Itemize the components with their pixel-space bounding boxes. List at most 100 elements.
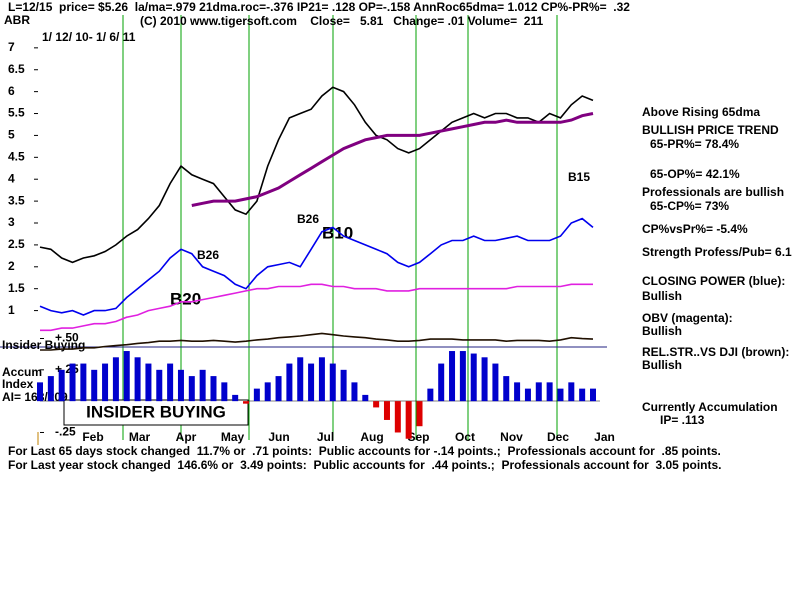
accum-bar (112, 357, 119, 402)
signal-lines (122, 15, 558, 440)
accum-bar (514, 382, 521, 402)
y-tick-label: 4 (8, 171, 15, 185)
accum-bar (308, 363, 315, 402)
x-tick-label: Jul (317, 430, 334, 444)
sidebar-text: 65-PR%= 78.4% (650, 137, 739, 151)
accum-bar (210, 376, 217, 402)
annotation: B15 (568, 170, 590, 184)
date-range: 1/ 12/ 10- 1/ 6/ 11 (42, 30, 136, 44)
y-tick-label: 5 (8, 128, 15, 142)
x-tick-label: Apr (176, 430, 197, 444)
y-tick-label: 6 (8, 84, 15, 98)
sidebar-text: Bullish (642, 324, 682, 338)
accum-bar (492, 363, 499, 402)
accum-bar (297, 357, 304, 402)
sidebar-text: CP%vsPr%= -5.4% (642, 222, 748, 236)
accum-bar (340, 369, 347, 402)
x-tick-label: Oct (455, 430, 475, 444)
y-tick-label: 2.5 (8, 237, 25, 251)
annotation: B20 (170, 289, 201, 308)
y-tick-label: 3 (8, 215, 15, 229)
accum-bar (134, 357, 141, 402)
y-tick-label: 5.5 (8, 106, 25, 120)
panel-title: AI= 168/209 (2, 390, 68, 404)
y-axis-label: ABR (4, 13, 30, 27)
y-tick-label: 3.5 (8, 193, 25, 207)
accum-bar (188, 376, 195, 402)
x-tick-label: Feb (82, 430, 103, 444)
series-line (39, 217, 594, 316)
x-tick-label: Aug (360, 430, 383, 444)
accum-bar (535, 382, 542, 402)
accum-bar (286, 363, 293, 402)
x-tick-label: May (221, 430, 245, 444)
accum-bar (394, 401, 401, 433)
accum-bar (91, 369, 98, 402)
annotation: B26 (197, 248, 219, 262)
accum-bar (438, 363, 445, 402)
annotation: B10 (322, 223, 353, 242)
accum-bar (449, 351, 456, 402)
accum-bar (199, 369, 206, 402)
accum-bar (221, 382, 228, 402)
insider-box-label: INSIDER BUYING (86, 402, 226, 421)
accum-bar (102, 363, 109, 402)
y-tick-label: +.50 (55, 331, 79, 345)
series-line (39, 86, 594, 264)
sidebar-text: CLOSING POWER (blue): (642, 274, 785, 288)
series-line (40, 332, 594, 351)
sidebar-text: 65-OP%= 42.1% (650, 167, 740, 181)
panel-title: Index (2, 377, 34, 391)
sidebar-text: Professionals are bullish (642, 185, 784, 199)
sidebar-text: IP= .113 (660, 413, 705, 427)
accum-bar (145, 363, 152, 402)
accum-bar (329, 363, 336, 402)
sidebar-text: Bullish (642, 358, 682, 372)
accum-bar (481, 357, 488, 402)
accum-bar (156, 369, 163, 402)
accum-bar (351, 382, 358, 402)
sidebar-text: BULLISH PRICE TREND (642, 123, 779, 137)
accum-bar (275, 376, 282, 402)
accum-bar (253, 388, 260, 402)
accum-bar (264, 382, 271, 402)
x-tick-label: Mar (129, 430, 151, 444)
x-tick-label: Jun (268, 430, 289, 444)
accum-bar (232, 394, 239, 402)
series-line (40, 283, 593, 332)
y-tick-label: 2 (8, 259, 15, 273)
sidebar-text: OBV (magenta): (642, 311, 733, 325)
y-tick-label: 6.5 (8, 62, 25, 76)
accum-bar (58, 369, 65, 402)
x-tick-label: Jan (594, 430, 615, 444)
accum-bar (579, 388, 586, 402)
accum-bar (459, 351, 466, 402)
panel-title: Accum (2, 365, 42, 379)
sidebar-text: Bullish (642, 289, 682, 303)
accum-bar (427, 388, 434, 402)
accum-bar (590, 388, 596, 402)
y-tick-label: 4.5 (8, 149, 25, 163)
accum-bar (80, 363, 87, 402)
accum-bar (177, 369, 184, 402)
footer-line: For Last year stock changed 146.6% or 3.… (8, 458, 722, 472)
series-line (191, 112, 594, 207)
accum-bar (524, 388, 531, 402)
header-line: L=12/15 price= $5.26 la/ma=.979 21dma.ro… (8, 0, 630, 14)
accum-bar (503, 376, 510, 402)
accum-bar (557, 388, 564, 402)
accum-bar (47, 376, 54, 402)
accum-bar (416, 401, 423, 427)
x-tick-label: Dec (547, 430, 569, 444)
y-tick-label: 7 (8, 40, 15, 54)
accum-bar (568, 382, 575, 402)
footer-line: For Last 65 days stock changed 11.7% or … (8, 444, 721, 458)
sidebar-text: 65-CP%= 73% (650, 199, 729, 213)
x-tick-label: Sep (407, 430, 429, 444)
annotation: B26 (297, 212, 319, 226)
y-tick-label: -.25 (55, 425, 76, 439)
accum-bar (470, 353, 477, 402)
accum-bar (383, 401, 390, 420)
accum-bar (405, 401, 412, 439)
